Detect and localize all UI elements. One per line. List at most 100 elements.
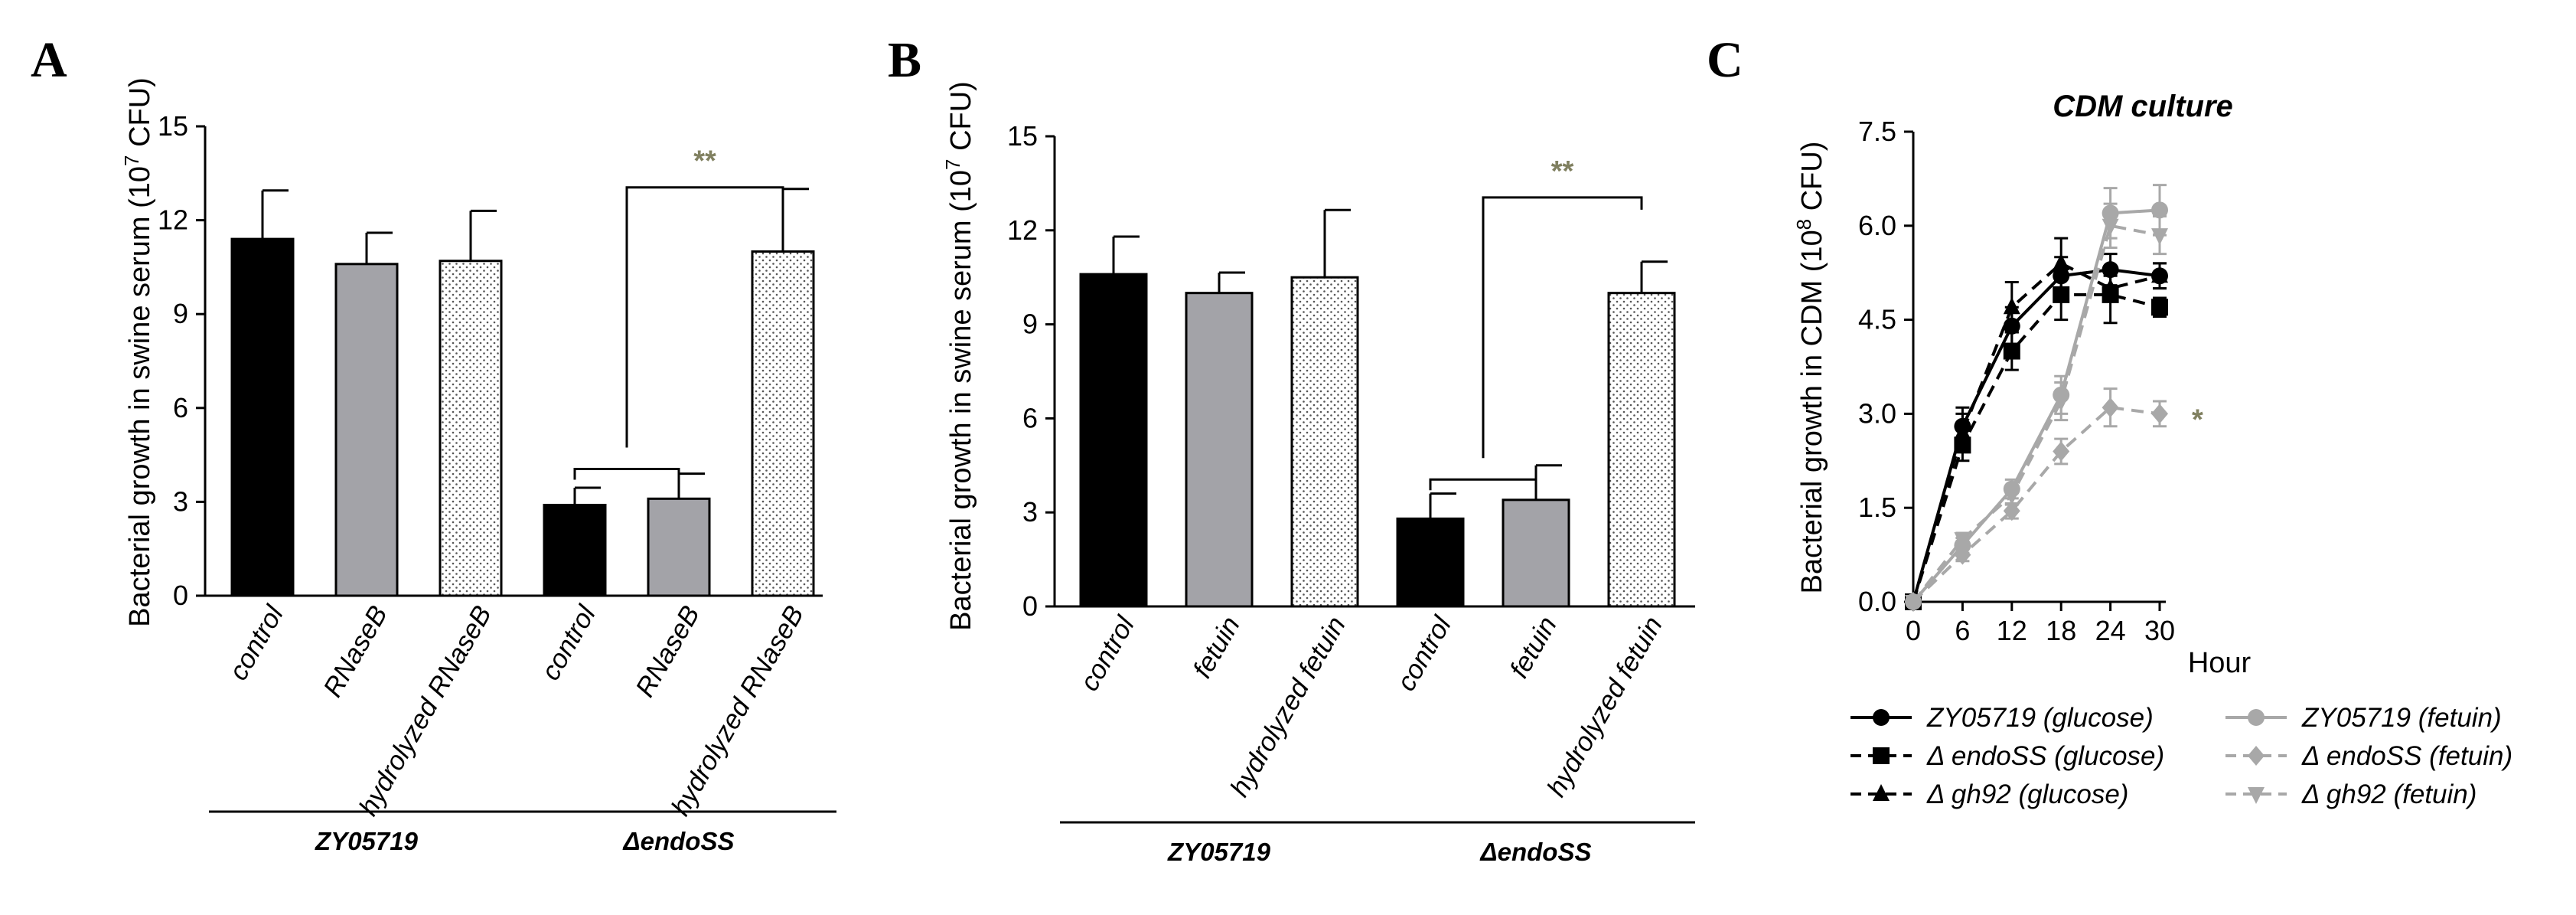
panel-c-point <box>2003 342 2020 360</box>
panel-a-bar <box>439 260 503 597</box>
panel-b-bar <box>1079 273 1148 608</box>
panel-c-y-axis-title: Bacterial growth in CDM (108 CFU) <box>1792 142 1828 594</box>
panel-c-series-2 <box>1905 237 2168 609</box>
panel-c-chart: C CDM culture Bacterial growth in CDM (1… <box>1707 32 2512 809</box>
panel-c-series-4 <box>1905 387 2168 612</box>
panel-c-y-tick-label: 1.5 <box>1858 492 1896 523</box>
panel-c-point <box>2053 286 2070 303</box>
panel-c-series-1 <box>1905 265 2168 610</box>
panel-c-y-tick-label: 4.5 <box>1858 304 1896 335</box>
panel-c-legend-marker <box>1873 709 1890 726</box>
panel-c-legend-label: Δ endoSS (fetuin) <box>2301 741 2512 771</box>
panel-c-point <box>2151 404 2168 424</box>
panel-a-group-label: ZY05719 <box>315 827 419 855</box>
panel-c-series-5 <box>1905 202 2168 612</box>
panel-c-legend-label: Δ gh92 (glucose) <box>1926 779 2128 809</box>
panel-c-point <box>2053 253 2070 270</box>
panel-b-category-label: hydrolyzed fetuin <box>1541 612 1668 802</box>
panel-c-point <box>2003 501 2020 521</box>
panel-c-legend-marker <box>1873 784 1890 801</box>
panel-a-y-axis-title: Bacterial growth in swine serum (107 CFU… <box>120 77 156 627</box>
panel-c-point <box>2003 488 2020 505</box>
panel-c-point <box>2151 266 2168 283</box>
panel-c-y-tick-label: 6.0 <box>1858 210 1896 241</box>
panel-c-legend-item: Δ endoSS (fetuin) <box>2225 741 2512 771</box>
panel-b-y-tick-label: 9 <box>1022 309 1038 340</box>
panel-a-y-tick-label: 12 <box>158 204 188 236</box>
panel-a-category-label: RNaseB <box>630 601 706 702</box>
panel-b-bracket-high <box>1482 196 1643 459</box>
panel-c-significance-label: * <box>2192 404 2203 436</box>
panel-c-point <box>2102 397 2119 418</box>
panel-c-legend-label: ZY05719 (fetuin) <box>2301 703 2502 733</box>
panel-b-y-tick-label: 6 <box>1022 402 1038 433</box>
panel-b-bar <box>1396 517 1465 608</box>
panel-c-legend-marker <box>1873 747 1890 764</box>
panel-c-legend-item: Δ gh92 (fetuin) <box>2225 779 2477 809</box>
panel-c-legend-marker <box>2248 709 2265 726</box>
panel-c-x-tick-label: 30 <box>2144 615 2175 646</box>
panel-a-chart: A Bacterial growth in swine serum (107 C… <box>31 32 836 855</box>
panel-c-x-tick-label: 6 <box>1955 615 1970 646</box>
panel-c-y-tick-label: 0.0 <box>1858 586 1896 617</box>
panel-b-y-tick-label: 12 <box>1007 214 1038 246</box>
panel-c-point <box>2151 228 2168 246</box>
panel-b-bar <box>1290 276 1359 608</box>
panel-b-y-tick-label: 3 <box>1022 496 1038 528</box>
panel-c-point <box>2151 201 2168 219</box>
panel-b-group-label: ΔendoSS <box>1479 838 1591 866</box>
panel-a-y-tick-label: 9 <box>173 298 188 329</box>
panel-c-point <box>2102 278 2119 296</box>
panel-a-bar <box>334 263 399 597</box>
panel-b-category-label: fetuin <box>1187 612 1246 684</box>
panel-b-y-tick-label: 15 <box>1007 120 1038 152</box>
panel-b-bar <box>1185 292 1254 608</box>
panel-c-point <box>2003 297 2020 315</box>
panel-a-letter: A <box>31 32 67 88</box>
panel-c-series-line <box>1912 406 2160 603</box>
panel-c-point <box>1905 595 1922 612</box>
panel-c-series-line <box>1912 224 2160 603</box>
panel-c-legend-item: ZY05719 (fetuin) <box>2225 703 2502 733</box>
panel-a-bracket-high <box>625 186 784 448</box>
panel-a-group-label: ΔendoSS <box>621 827 734 855</box>
panel-c-x-tick-label: 18 <box>2046 615 2076 646</box>
panel-c-legend-marker <box>2248 746 2265 766</box>
panel-c-legend-item: Δ gh92 (glucose) <box>1850 779 2128 809</box>
panel-c-y-tick-label: 3.0 <box>1858 397 1896 429</box>
panel-a-bracket-low <box>573 467 680 480</box>
panel-b-bar <box>1502 498 1570 608</box>
panel-c-legend-marker <box>2248 787 2265 804</box>
panel-b-chart: B Bacterial growth in swine serum (107 C… <box>888 32 1695 866</box>
panel-c-point <box>2053 394 2070 412</box>
panel-a-category-label: control <box>223 600 290 685</box>
panel-c-series-0 <box>1905 253 2168 610</box>
panel-c-legend-label: ZY05719 (glucose) <box>1926 703 2154 733</box>
panel-c-title: CDM culture <box>2053 90 2233 123</box>
panel-a-y-tick-label: 0 <box>173 580 188 611</box>
panel-b-category-label: hydrolyzed fetuin <box>1224 612 1352 802</box>
panel-c-point <box>2053 441 2070 462</box>
panel-a-category-label: RNaseB <box>318 601 393 702</box>
panel-b-category-label: control <box>1074 610 1141 696</box>
panel-b-group-label: ZY05719 <box>1167 838 1271 866</box>
panel-a-category-label: control <box>536 600 602 685</box>
panel-c-legend-item: Δ endoSS (glucose) <box>1850 741 2164 771</box>
panel-c-x-tick-label: 12 <box>1997 615 2027 646</box>
panel-a-bar <box>230 237 295 597</box>
panel-c-point <box>1954 532 1971 550</box>
panel-a-bar <box>751 250 815 597</box>
panel-a-y-tick-label: 6 <box>173 392 188 423</box>
panel-b-category-label: fetuin <box>1504 612 1563 684</box>
panel-c-x-tick-label: 24 <box>2095 615 2126 646</box>
panel-b-significance-label: ** <box>1551 155 1574 188</box>
panel-b-category-label: control <box>1391 610 1458 696</box>
panel-a-bar <box>647 497 711 597</box>
panel-c-series-3 <box>1905 184 2168 610</box>
panel-c-legend-label: Δ endoSS (glucose) <box>1926 741 2164 771</box>
panel-c-point <box>2151 299 2168 316</box>
panel-b-y-axis-title: Bacterial growth in swine serum (107 CFU… <box>941 81 977 631</box>
panel-c-point <box>1954 544 1971 565</box>
panel-b-y-tick-label: 0 <box>1022 590 1038 622</box>
